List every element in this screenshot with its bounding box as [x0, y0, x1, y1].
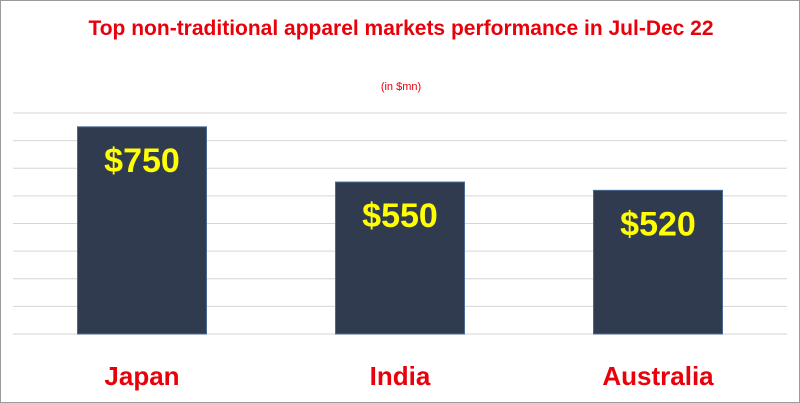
chart-title: Top non-traditional apparel markets perf…	[88, 17, 714, 40]
x-tick-label: India	[370, 361, 431, 391]
x-tick-label: Australia	[602, 361, 714, 391]
value-label: $750	[104, 142, 180, 180]
value-label: $520	[620, 205, 696, 243]
value-label: $550	[362, 197, 438, 235]
x-tick-label: Japan	[104, 361, 179, 391]
bar	[335, 181, 465, 335]
bar	[77, 126, 207, 335]
chart-subtitle: (in $mn)	[380, 81, 422, 93]
bar	[593, 189, 723, 335]
